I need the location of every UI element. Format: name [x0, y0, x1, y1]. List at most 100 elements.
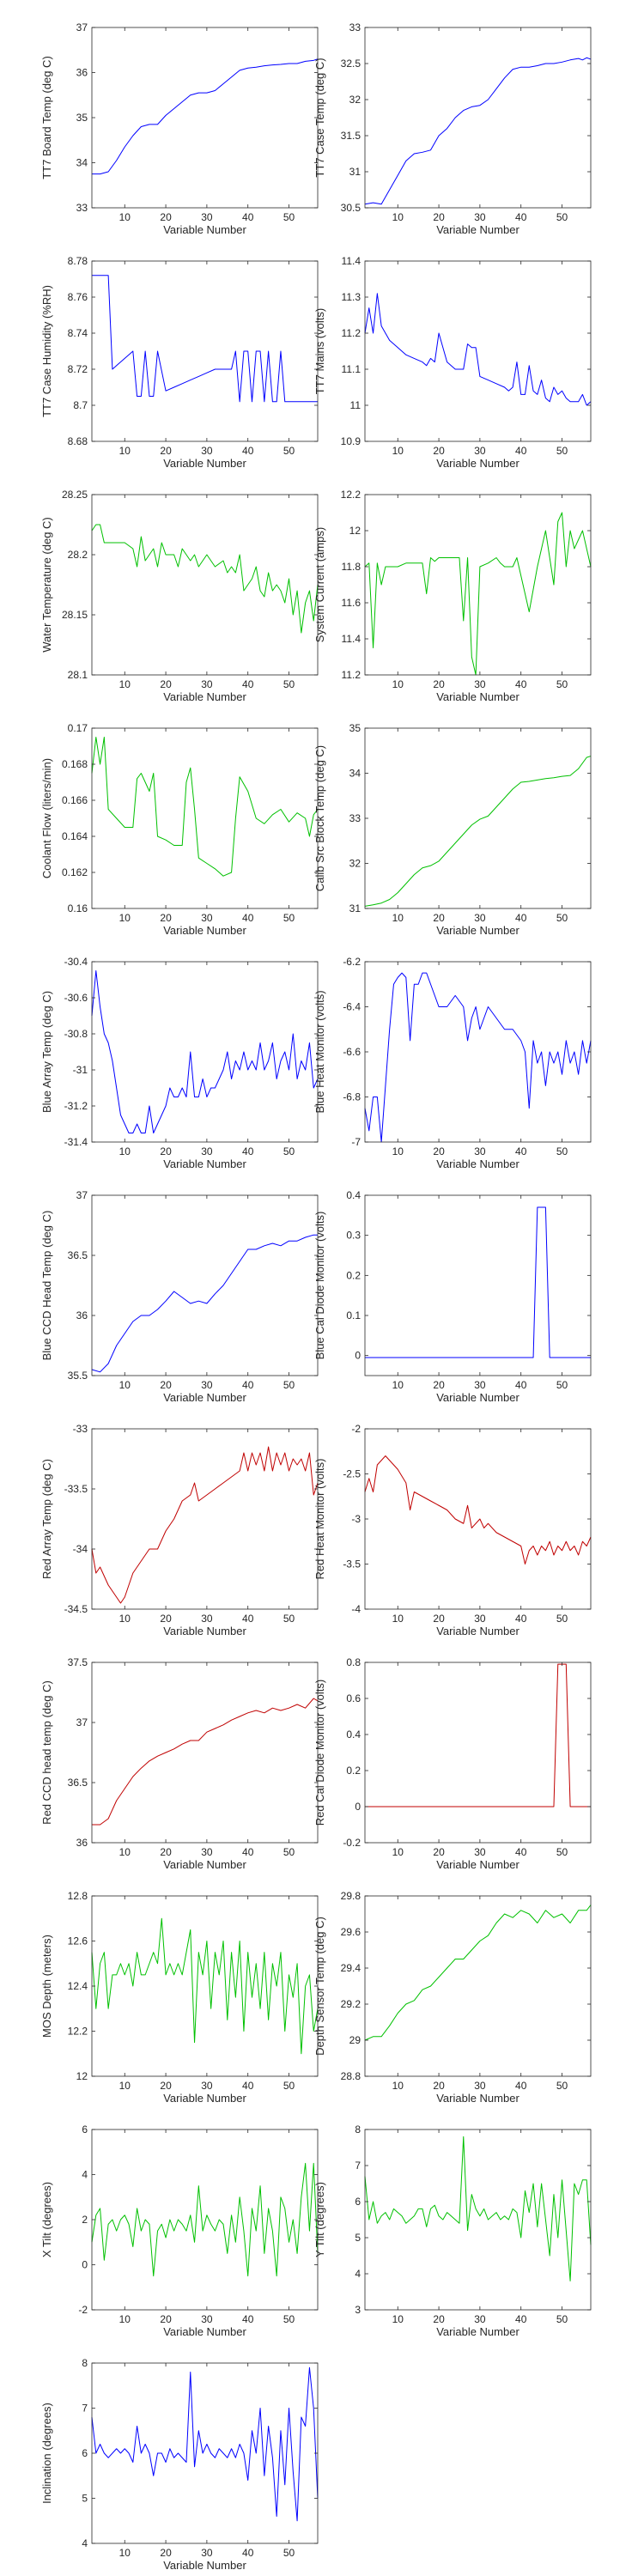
series-line: [92, 275, 318, 403]
series-line: [365, 1663, 591, 1807]
x-axis-label: Variable Number: [436, 1157, 519, 1170]
y-axis-label: TT7 Case Temp (deg C): [313, 58, 326, 177]
y-tick-label: 11.2: [342, 327, 361, 339]
x-tick-label: 50: [556, 1145, 568, 1157]
x-tick-label: 10: [392, 1379, 404, 1391]
x-tick-label: 40: [242, 1613, 254, 1625]
plot-frame: [364, 727, 592, 909]
x-tick-label: 10: [119, 2313, 131, 2325]
x-tick-label: 30: [474, 211, 486, 223]
plot-frame: [364, 1428, 592, 1610]
x-axis-label: Variable Number: [436, 924, 519, 937]
x-tick-label: 30: [474, 678, 486, 690]
y-tick-label: -2: [351, 1423, 361, 1435]
x-tick-label: 30: [201, 1145, 213, 1157]
plot-frame: [91, 1662, 319, 1844]
y-tick-label: 0.1: [346, 1309, 361, 1321]
y-tick-label: 36: [76, 1837, 88, 1849]
x-tick-label: 10: [392, 1145, 404, 1157]
x-tick-label: 20: [160, 1379, 172, 1391]
y-tick-label: 0.162: [62, 866, 88, 878]
y-tick-label: 7: [82, 2403, 88, 2415]
x-tick-label: 30: [201, 445, 213, 457]
y-axis-label: Red CCD head temp (deg C): [40, 1680, 53, 1825]
plot-frame: [91, 727, 319, 909]
x-tick-label: 20: [160, 912, 172, 924]
y-tick-label: -33.5: [64, 1483, 88, 1495]
y-tick-label: 37: [76, 1189, 88, 1201]
x-axis-label: Variable Number: [163, 223, 246, 236]
y-tick-label: 8: [355, 2123, 361, 2136]
y-axis-label: Y Tilt (degrees): [313, 2182, 326, 2257]
x-tick-label: 10: [119, 678, 131, 690]
y-tick-label: 8.76: [68, 291, 88, 303]
y-tick-label: 28.15: [62, 609, 88, 621]
y-tick-label: 0.4: [346, 1189, 361, 1201]
x-tick-label: 10: [119, 1613, 131, 1625]
plot-frame: [364, 1895, 592, 2077]
x-tick-label: 30: [474, 445, 486, 457]
x-axis-label: Variable Number: [163, 2325, 246, 2338]
y-tick-label: 31: [349, 166, 361, 178]
chart-panel: 10 20 30 40 50 -2 0 2 4 6 Variable Number X Tilt (d…: [40, 2123, 319, 2338]
y-tick-label: 0.16: [68, 902, 88, 914]
x-tick-label: 40: [242, 1846, 254, 1858]
x-tick-label: 10: [392, 912, 404, 924]
y-tick-label: -3.5: [343, 1558, 361, 1571]
x-tick-label: 50: [283, 2313, 295, 2325]
x-tick-label: 40: [242, 1145, 254, 1157]
series-line: [364, 512, 592, 676]
x-tick-label: 50: [556, 445, 568, 457]
chart-panel: 10 20 30 40 50 36 36.5 37 37.5 Variable Number Red…: [40, 1656, 319, 1871]
y-axis-label: MOS Depth (meters): [40, 1935, 53, 2038]
x-tick-label: 20: [160, 1613, 172, 1625]
y-tick-label: 29.8: [341, 1890, 361, 1902]
x-tick-label: 50: [283, 2080, 295, 2092]
y-tick-label: -3: [351, 1513, 361, 1525]
x-axis-label: Variable Number: [436, 223, 519, 236]
x-tick-label: 40: [242, 445, 254, 457]
y-tick-label: 34: [349, 768, 361, 780]
y-tick-label: -31.4: [64, 1136, 88, 1148]
plot-frame: [364, 27, 592, 209]
y-tick-label: 37: [76, 1716, 88, 1728]
x-tick-label: 50: [283, 211, 295, 223]
y-tick-label: 5: [82, 2493, 88, 2505]
y-tick-label: 2: [82, 2214, 88, 2226]
x-tick-label: 50: [283, 1846, 295, 1858]
x-tick-label: 30: [474, 2080, 486, 2092]
y-axis-label: Red Cal Diode Monitor (volts): [313, 1680, 326, 1826]
x-tick-label: 40: [515, 1613, 527, 1625]
chart-panel: 10 20 30 40 50 28.1 28.15 28.2 28.25 Variable Num…: [40, 489, 319, 703]
series-line: [364, 2136, 592, 2281]
plot-frame: [364, 2129, 592, 2311]
y-tick-label: 35: [76, 112, 88, 124]
y-tick-label: 0.164: [62, 830, 88, 842]
chart-panel: 10 20 30 40 50 -0.2 0 0.2 0.4 0.6 0.8 Variable Numb…: [313, 1656, 592, 1871]
y-axis-label: TT7 Case Humidity (%RH): [40, 285, 53, 417]
x-tick-label: 50: [556, 1379, 568, 1391]
series-line: [92, 58, 319, 175]
y-tick-label: 28.2: [68, 549, 88, 561]
y-tick-label: 0.4: [346, 1728, 361, 1741]
x-tick-label: 20: [433, 912, 445, 924]
y-axis-label: Inclination (degrees): [40, 2403, 53, 2504]
y-tick-label: 33: [349, 812, 361, 824]
y-tick-label: 32: [349, 94, 361, 106]
x-axis-label: Variable Number: [163, 690, 246, 703]
x-tick-label: 40: [242, 2313, 254, 2325]
x-axis-label: Variable Number: [436, 457, 519, 470]
x-axis-label: Variable Number: [163, 2559, 246, 2572]
chart-panel: 10 20 30 40 50 -34.5 -34 -33.5 -33 Variable Numbe…: [40, 1423, 319, 1637]
x-axis-label: Variable Number: [163, 1858, 246, 1871]
y-tick-label: 35.5: [68, 1370, 88, 1382]
x-tick-label: 50: [283, 1379, 295, 1391]
x-tick-label: 40: [515, 912, 527, 924]
x-tick-label: 30: [474, 1379, 486, 1391]
y-tick-label: -31.2: [64, 1100, 88, 1112]
x-tick-label: 20: [160, 2547, 172, 2559]
x-tick-label: 40: [242, 2080, 254, 2092]
x-tick-label: 50: [556, 678, 568, 690]
x-tick-label: 30: [201, 912, 213, 924]
y-tick-label: 29.6: [341, 1926, 361, 1938]
